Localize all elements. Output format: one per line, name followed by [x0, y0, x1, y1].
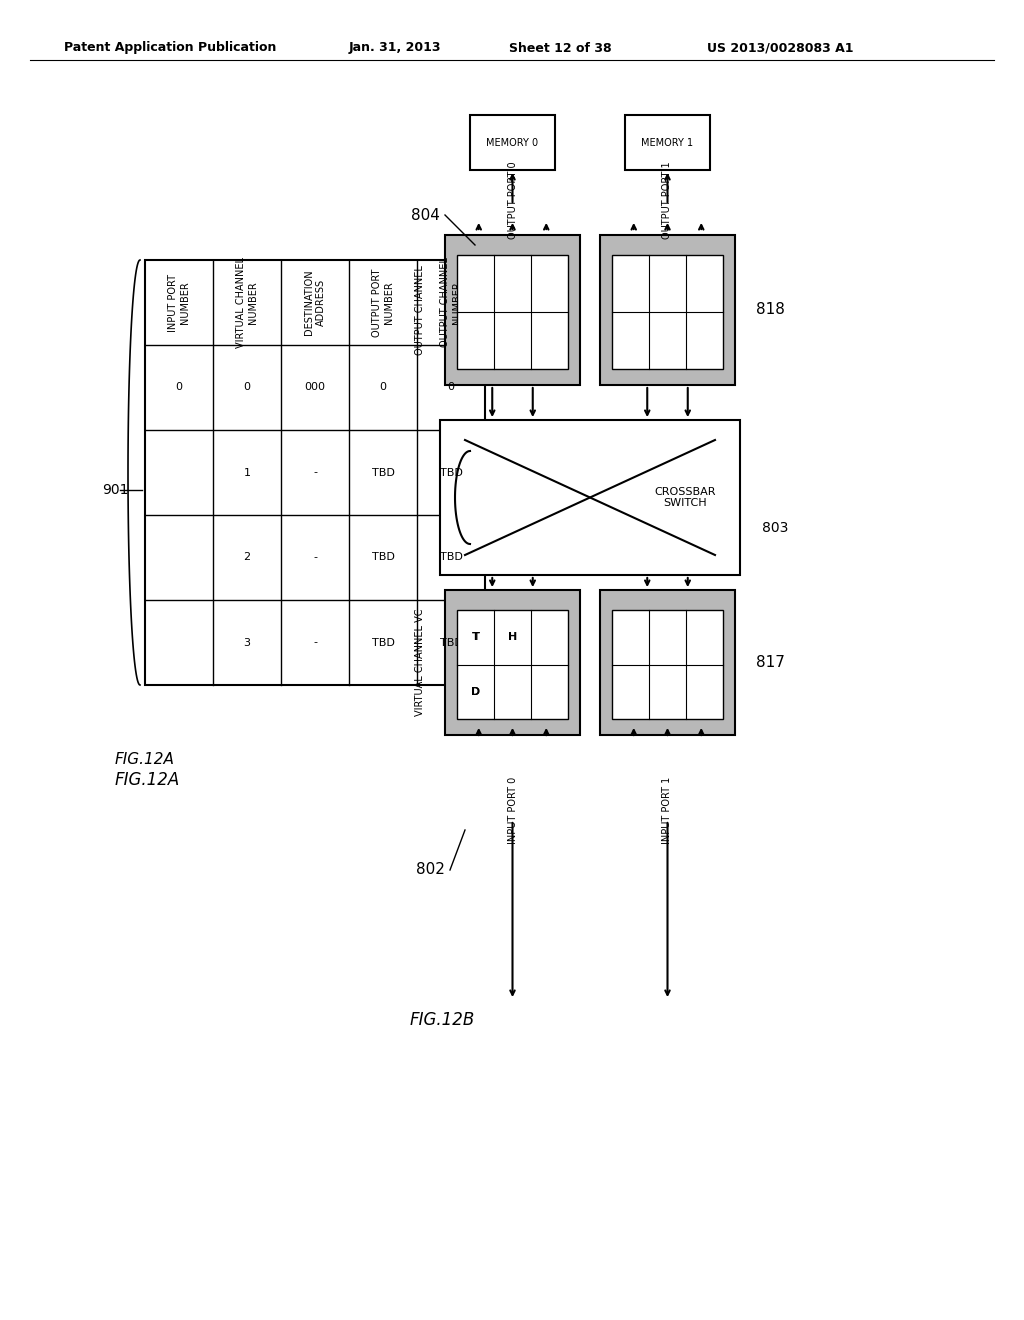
- Text: 3: 3: [244, 638, 251, 648]
- Text: H: H: [508, 632, 517, 643]
- Bar: [600, 235, 735, 385]
- Bar: [457, 255, 568, 370]
- Bar: [612, 255, 723, 370]
- Bar: [445, 235, 580, 385]
- Text: FIG.12B: FIG.12B: [410, 1011, 475, 1030]
- Text: T: T: [472, 632, 478, 643]
- Bar: [600, 590, 735, 735]
- Text: VIRTUAL CHANNEL VC: VIRTUAL CHANNEL VC: [415, 609, 425, 717]
- Text: 901: 901: [101, 483, 128, 498]
- Text: -: -: [313, 467, 317, 478]
- Text: TBD: TBD: [439, 638, 463, 648]
- Text: 0: 0: [244, 383, 251, 392]
- Text: FIG.12A: FIG.12A: [115, 752, 175, 767]
- Text: 0: 0: [380, 383, 386, 392]
- Text: US 2013/0028083 A1: US 2013/0028083 A1: [707, 41, 853, 54]
- Text: INPUT PORT 0: INPUT PORT 0: [508, 776, 517, 843]
- Text: 2: 2: [244, 553, 251, 562]
- Text: T: T: [472, 632, 479, 643]
- Text: MEMORY 0: MEMORY 0: [486, 137, 539, 148]
- Text: 818: 818: [756, 302, 784, 318]
- Bar: [612, 610, 723, 719]
- Text: DESTINATION
ADDRESS: DESTINATION ADDRESS: [304, 269, 326, 335]
- Text: 804: 804: [411, 207, 439, 223]
- Text: TBD: TBD: [372, 638, 394, 648]
- Bar: [145, 260, 485, 685]
- Text: OUTPUT CHANNEL: OUTPUT CHANNEL: [415, 265, 425, 355]
- Text: 1: 1: [244, 467, 251, 478]
- Text: TBD: TBD: [439, 553, 463, 562]
- Bar: [440, 420, 740, 576]
- Text: OUTPUT PORT 0: OUTPUT PORT 0: [508, 161, 517, 239]
- Text: D: D: [471, 686, 480, 697]
- Text: Sheet 12 of 38: Sheet 12 of 38: [509, 41, 611, 54]
- Text: TBD: TBD: [372, 553, 394, 562]
- Text: -: -: [313, 638, 317, 648]
- Text: FIG.12A: FIG.12A: [115, 771, 180, 789]
- Bar: [470, 115, 555, 170]
- Text: OUTPUT CHANNEL
NUMBER: OUTPUT CHANNEL NUMBER: [440, 257, 462, 347]
- Text: MEMORY 1: MEMORY 1: [641, 137, 693, 148]
- Bar: [625, 115, 710, 170]
- Text: OUTPUT PORT
NUMBER: OUTPUT PORT NUMBER: [372, 268, 394, 337]
- Text: TBD: TBD: [372, 467, 394, 478]
- Text: TBD: TBD: [439, 467, 463, 478]
- Text: 802: 802: [416, 862, 444, 878]
- Text: INPUT PORT
NUMBER: INPUT PORT NUMBER: [168, 273, 189, 331]
- Bar: [457, 610, 568, 719]
- Text: CROSSBAR
SWITCH: CROSSBAR SWITCH: [654, 487, 716, 508]
- Text: 000: 000: [304, 383, 326, 392]
- Text: 803: 803: [762, 521, 788, 536]
- Text: VIRTUAL CHANNEL
NUMBER: VIRTUAL CHANNEL NUMBER: [237, 257, 258, 348]
- Text: 0: 0: [447, 383, 455, 392]
- Text: -: -: [313, 553, 317, 562]
- Bar: [445, 590, 580, 735]
- Text: INPUT PORT 1: INPUT PORT 1: [663, 776, 673, 843]
- Text: D: D: [472, 686, 479, 697]
- Text: OUTPUT PORT 1: OUTPUT PORT 1: [663, 161, 673, 239]
- Text: 0: 0: [175, 383, 182, 392]
- Text: Patent Application Publication: Patent Application Publication: [63, 41, 276, 54]
- Text: 817: 817: [756, 655, 784, 671]
- Text: Jan. 31, 2013: Jan. 31, 2013: [349, 41, 441, 54]
